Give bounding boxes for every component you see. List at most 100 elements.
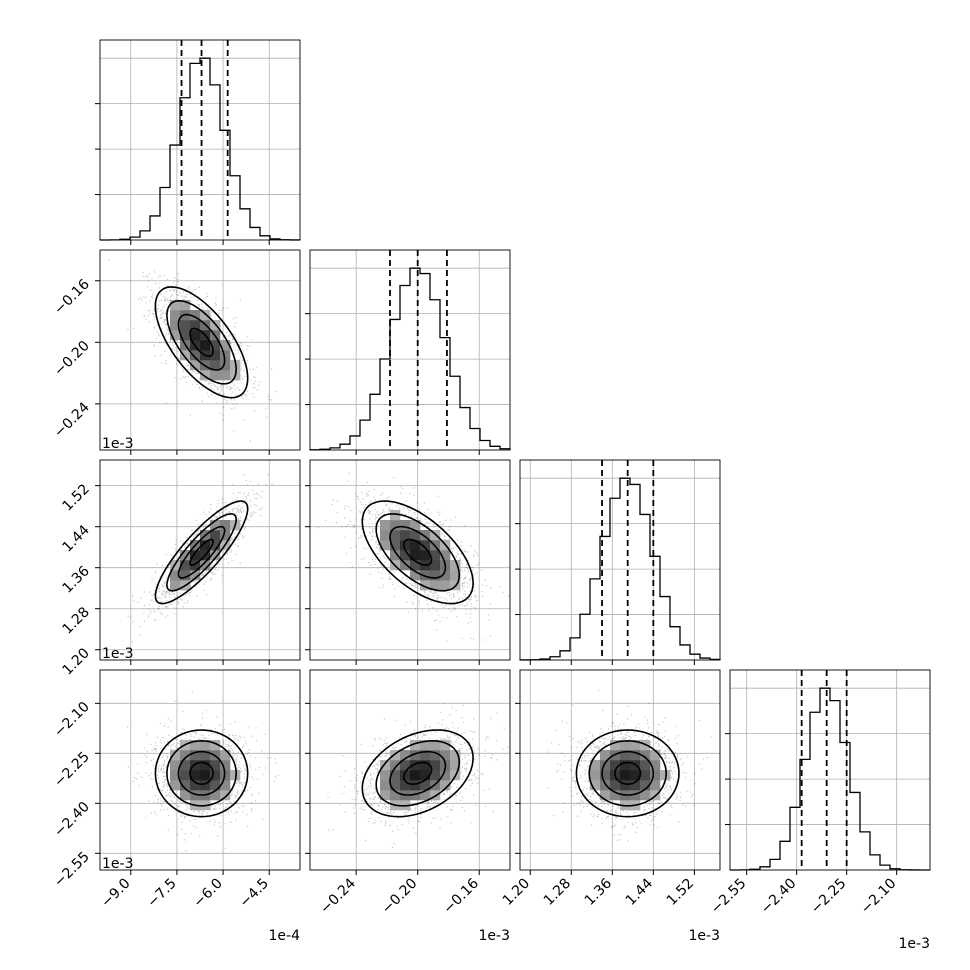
density-cell (190, 740, 201, 751)
density-cell (450, 570, 461, 581)
hist-panel-1 (305, 249, 511, 455)
x-tick-label: −2.40 (758, 876, 800, 918)
scatter-panel-3-1: −0.24 −0.20 −0.16 1e-3 (305, 669, 511, 944)
hist-panel-0 (95, 39, 301, 245)
contour-3 (361, 729, 474, 818)
density-cell (170, 330, 181, 341)
contour-1 (389, 750, 447, 796)
density-cell (630, 790, 641, 801)
density-cell (400, 520, 411, 531)
density-cell (590, 780, 601, 791)
density-cell (410, 550, 421, 561)
density-cell (450, 560, 461, 571)
density-cell (200, 750, 211, 761)
density-cell (390, 770, 401, 781)
density-cell (660, 770, 671, 781)
panel-frame (309, 249, 511, 451)
contour-1 (389, 525, 447, 579)
density-cell (190, 780, 201, 791)
density-cell (450, 760, 461, 771)
contour-0 (403, 538, 433, 566)
density-cell (620, 780, 631, 791)
density-cell (380, 770, 391, 781)
density-cell (430, 560, 441, 571)
density-cell (190, 570, 201, 581)
contour-3 (154, 729, 249, 818)
panel-frame (519, 669, 721, 871)
scatter-panel-3-2: 1.20 1.28 1.36 1.44 1.52 1e-3 (500, 669, 721, 944)
y-tick-label: −2.55 (51, 849, 93, 891)
density-cell (410, 740, 421, 751)
density-cell (380, 520, 391, 531)
density-cell (400, 560, 411, 571)
density-cell (420, 570, 431, 581)
density-cell (630, 750, 641, 761)
density-cell (610, 760, 621, 771)
density-cell (180, 560, 191, 571)
contour-2 (588, 739, 668, 807)
density-cell (600, 750, 611, 761)
density-cell (210, 770, 221, 781)
y-offset-label: 1e-3 (102, 436, 133, 452)
density-cell (390, 780, 401, 791)
density-cell (400, 760, 411, 771)
density-cell (640, 760, 651, 771)
density-cell (390, 540, 401, 551)
x-tick-label: −2.25 (808, 876, 850, 918)
density-cell (430, 550, 441, 561)
contour-1 (177, 313, 226, 371)
density-cell (220, 790, 231, 801)
density-cell (210, 340, 221, 351)
density-cell (650, 750, 661, 761)
density-cell (630, 780, 641, 791)
density-cell (180, 760, 191, 771)
y-tick-label: 1.44 (59, 522, 92, 555)
density-cell (410, 790, 421, 801)
contour-3 (154, 500, 249, 605)
contour-0 (189, 538, 214, 566)
density-cell (420, 740, 431, 751)
density-cell (170, 750, 181, 761)
density-cell (170, 320, 181, 331)
histogram-2 (519, 477, 721, 661)
density-cell (400, 530, 411, 541)
y-tick-label: −0.16 (51, 276, 93, 318)
density-cell (190, 560, 201, 571)
density-cell (400, 540, 411, 551)
density-cell (610, 780, 621, 791)
x-tick-label: −0.20 (379, 876, 421, 918)
density-cell (220, 760, 231, 771)
panel-frame (309, 459, 511, 661)
panel-frame (729, 669, 931, 871)
density-cell (650, 780, 661, 791)
density-cell (450, 750, 461, 761)
density-cell (440, 550, 451, 561)
density-cell (590, 770, 601, 781)
contour-1 (601, 750, 655, 796)
scatter-panel-2-1 (305, 459, 511, 665)
contour-0 (614, 761, 642, 786)
density-cell (410, 570, 421, 581)
x-offset-label: 1e-4 (269, 928, 301, 944)
density-cell (440, 750, 451, 761)
y-tick-label: −0.24 (51, 399, 93, 441)
density-cell (440, 780, 451, 791)
density-cell (220, 520, 231, 531)
density-cell (210, 540, 221, 551)
panel-frame (309, 669, 511, 871)
density-cell (650, 760, 661, 771)
density-cell (450, 580, 461, 591)
density-cell (630, 740, 641, 751)
density-cell (410, 780, 421, 791)
x-tick-label: −0.16 (440, 875, 482, 917)
density-cell (170, 770, 181, 781)
density-cell (170, 310, 181, 321)
x-tick-label: −6.0 (191, 876, 226, 911)
panel-frame (99, 249, 301, 451)
contour-2 (166, 513, 237, 592)
contour-0 (402, 761, 433, 786)
density-cell (440, 740, 451, 751)
density-cell (190, 790, 201, 801)
density-cell (190, 350, 201, 361)
density-cell (190, 360, 201, 371)
